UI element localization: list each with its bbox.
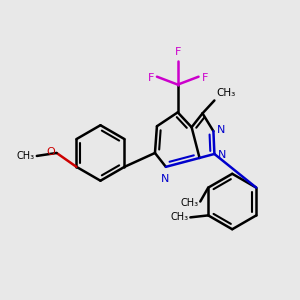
Text: N: N (161, 174, 169, 184)
Text: F: F (148, 73, 154, 83)
Text: O: O (46, 147, 55, 157)
Text: F: F (175, 47, 181, 57)
Text: CH₃: CH₃ (170, 212, 188, 222)
Text: N: N (218, 125, 226, 135)
Text: CH₃: CH₃ (180, 199, 198, 208)
Text: N: N (218, 150, 227, 160)
Text: CH₃: CH₃ (216, 88, 236, 98)
Text: CH₃: CH₃ (17, 151, 35, 161)
Text: F: F (202, 73, 208, 83)
